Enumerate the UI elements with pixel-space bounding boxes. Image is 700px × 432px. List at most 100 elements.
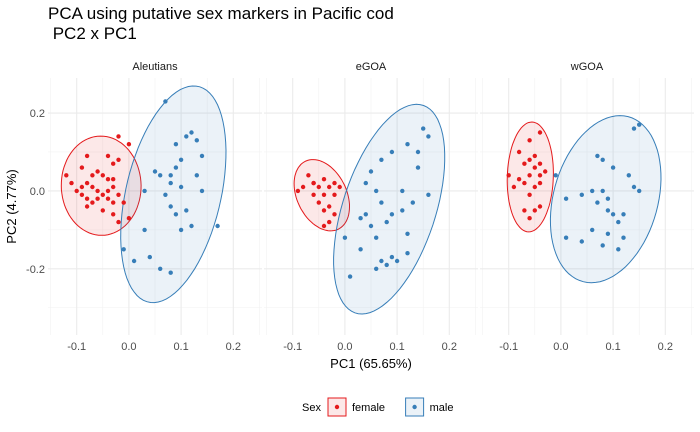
data-point-male xyxy=(605,208,611,213)
data-point-male xyxy=(158,173,163,178)
x-tick-label: 0.2 xyxy=(442,341,457,353)
facet-plot-area xyxy=(60,85,227,304)
data-point-male xyxy=(142,227,147,233)
data-point-male xyxy=(194,138,199,143)
data-point-male xyxy=(199,188,205,194)
data-point-male xyxy=(152,169,158,174)
data-point-female xyxy=(332,212,337,217)
data-point-male xyxy=(173,212,179,217)
data-point-female xyxy=(126,142,132,147)
facet-panels: Aleutians eGOA wGOA xyxy=(48,61,694,335)
x-tick-label: 0.2 xyxy=(658,341,673,353)
data-point-female xyxy=(537,180,543,186)
data-point-male xyxy=(374,266,379,271)
facet-panel-aleutians: Aleutians xyxy=(48,61,262,335)
data-point-male xyxy=(347,274,353,279)
data-point-male xyxy=(163,192,168,197)
data-point-female xyxy=(111,184,116,190)
data-point-female xyxy=(64,173,69,178)
data-point-male xyxy=(389,212,395,217)
data-point-female xyxy=(100,173,106,178)
data-point-male xyxy=(374,188,379,194)
data-point-male xyxy=(178,227,184,233)
data-point-female xyxy=(527,157,532,162)
legend-symbol-male xyxy=(412,404,417,410)
data-point-male xyxy=(168,270,173,275)
confidence-ellipse-male xyxy=(120,85,227,304)
data-point-female xyxy=(100,208,106,213)
data-point-female xyxy=(527,216,532,221)
data-point-female xyxy=(105,153,111,159)
axes-layer: -0.1 0.0 0.1 0.2 -0.1 0.0 0.1 0.2 -0.1 0.0 0.1 0.2 -… xyxy=(4,108,673,371)
data-point-male xyxy=(621,212,626,217)
data-point-female xyxy=(79,165,85,170)
data-point-male xyxy=(363,212,368,217)
chart-title: PCA using putative sex markers in Pacifi… xyxy=(48,4,394,43)
data-point-male xyxy=(184,134,189,139)
data-point-female xyxy=(522,180,527,186)
x-tick-label: -0.1 xyxy=(283,341,302,353)
data-point-female xyxy=(121,200,126,205)
facet-plot-area xyxy=(506,115,662,284)
data-point-male xyxy=(415,165,421,170)
data-point-male xyxy=(384,219,389,225)
data-point-female xyxy=(327,204,332,209)
facet-strip-label: Aleutians xyxy=(132,61,178,73)
data-point-female xyxy=(321,177,327,182)
x-tick-label: -0.1 xyxy=(499,341,518,353)
data-point-male xyxy=(121,247,126,252)
data-point-male xyxy=(368,169,374,174)
data-point-female xyxy=(527,173,532,178)
data-point-female xyxy=(116,134,121,139)
data-point-male xyxy=(142,188,147,194)
facet-plot-area xyxy=(293,103,446,315)
data-point-male xyxy=(600,243,605,248)
data-point-female xyxy=(84,196,90,201)
facet-strip-label: wGOA xyxy=(570,61,604,73)
legend-title: Sex xyxy=(302,402,321,414)
x-axis-title: PC1 (65.65%) xyxy=(330,356,412,371)
data-point-female xyxy=(126,216,132,221)
data-point-male xyxy=(379,200,384,205)
confidence-ellipse-male xyxy=(549,115,662,284)
data-point-female xyxy=(537,204,543,209)
data-point-female xyxy=(327,184,332,190)
x-tick-label: 0.2 xyxy=(226,341,241,353)
data-point-male xyxy=(199,153,205,159)
data-point-male xyxy=(637,188,642,194)
data-point-female xyxy=(95,196,100,201)
data-point-male xyxy=(400,208,405,213)
data-point-female xyxy=(111,200,116,205)
data-point-male xyxy=(590,227,595,233)
data-point-female xyxy=(516,177,522,182)
data-point-female xyxy=(516,149,522,155)
data-point-female xyxy=(84,204,90,209)
confidence-ellipse-male xyxy=(333,103,446,315)
data-point-male xyxy=(405,231,410,236)
data-point-female xyxy=(321,223,327,229)
data-point-male xyxy=(579,192,584,197)
x-tick-label: 0.1 xyxy=(605,341,620,353)
facet-panel-wgoa: wGOA xyxy=(480,61,694,335)
data-point-male xyxy=(610,212,616,217)
data-point-female xyxy=(100,192,106,197)
data-point-male xyxy=(379,258,384,264)
data-point-male xyxy=(215,223,220,229)
data-point-female xyxy=(522,161,527,166)
data-point-female xyxy=(79,184,85,190)
data-point-male xyxy=(178,157,184,162)
data-point-male xyxy=(379,157,384,162)
data-point-female xyxy=(522,208,527,213)
data-point-female xyxy=(321,192,327,197)
data-point-female xyxy=(532,165,537,170)
data-point-female xyxy=(537,161,543,166)
data-point-female xyxy=(537,173,543,178)
data-point-male xyxy=(400,188,405,194)
data-point-female xyxy=(306,173,311,178)
data-point-male xyxy=(363,180,368,186)
data-point-female xyxy=(316,184,321,190)
facet-panel-egoa: eGOA xyxy=(264,61,478,335)
data-point-female xyxy=(327,219,332,225)
data-point-male xyxy=(178,184,184,190)
data-point-male xyxy=(358,216,363,221)
